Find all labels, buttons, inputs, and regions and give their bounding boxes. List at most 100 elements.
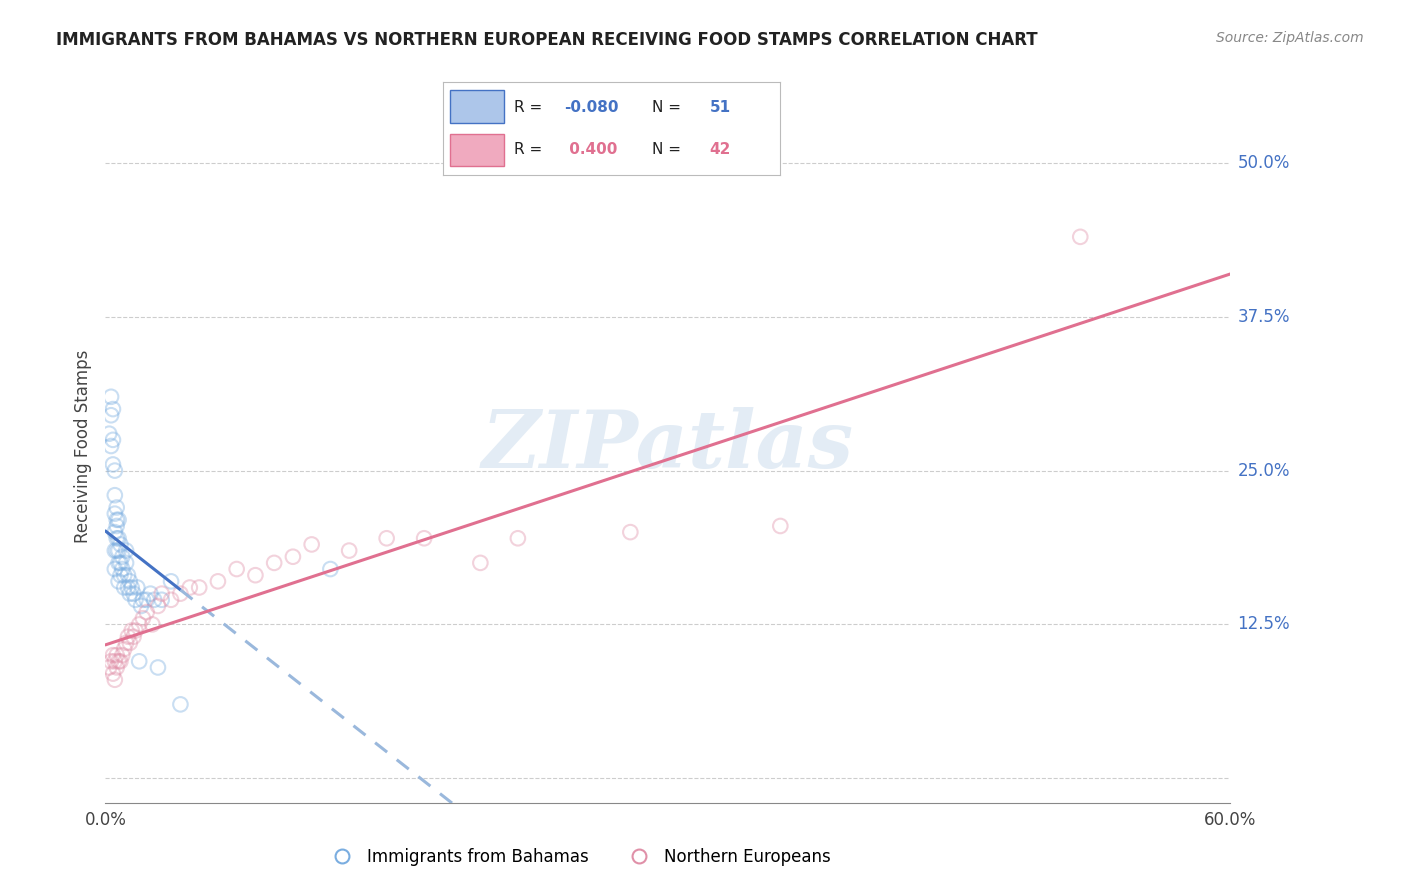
Point [111,648,134,662]
Point [101,666,124,681]
Point [107,654,129,668]
Point [1069,230,1091,244]
Point [337,543,360,558]
Point [769,519,792,533]
Point [319,562,342,576]
Point [169,698,191,712]
Point [104,654,127,668]
Point [127,581,149,595]
Point [122,587,145,601]
Point [105,531,128,545]
Point [506,531,529,545]
Point [112,642,135,657]
Point [115,556,138,570]
Point [121,624,143,638]
Point [281,549,304,564]
Point [128,617,150,632]
Point [118,636,141,650]
Point [101,402,124,417]
Text: 12.5%: 12.5% [1237,615,1289,633]
Point [112,581,135,595]
Point [150,592,173,607]
Point [179,581,201,595]
Point [263,556,285,570]
Point [470,556,492,570]
Point [375,531,398,545]
Point [100,390,122,404]
Point [117,568,139,582]
Point [207,574,229,589]
Point [117,581,139,595]
Text: Source: ZipAtlas.com: Source: ZipAtlas.com [1216,31,1364,45]
Point [110,537,132,551]
Point [160,574,183,589]
Point [100,654,122,668]
Point [619,525,641,540]
Point [98,660,121,674]
Point [135,592,157,607]
Point [104,464,127,478]
Point [104,525,127,540]
Point [121,581,143,595]
Legend: Immigrants from Bahamas, Northern Europeans: Immigrants from Bahamas, Northern Europe… [319,842,837,873]
Point [110,556,132,570]
Y-axis label: Receiving Food Stamps: Receiving Food Stamps [75,350,93,542]
Point [110,654,132,668]
Point [141,617,163,632]
Point [143,592,166,607]
Point [135,605,157,619]
Point [124,624,146,638]
Point [110,568,132,582]
Point [146,660,169,674]
Point [150,587,173,601]
Point [124,592,146,607]
Point [132,592,155,607]
Point [101,433,124,447]
Point [117,630,139,644]
Point [105,660,128,674]
Point [111,562,134,576]
Point [104,543,127,558]
Point [107,513,129,527]
Point [160,592,183,607]
Point [104,562,127,576]
Point [105,648,128,662]
Point [104,673,127,687]
Point [118,574,141,589]
Text: ZIPatlas: ZIPatlas [482,408,853,484]
Point [107,556,129,570]
Point [118,587,141,601]
Point [139,587,162,601]
Point [100,439,122,453]
Point [132,611,155,625]
Point [111,549,134,564]
Point [105,543,128,558]
Point [104,488,127,502]
Point [115,543,138,558]
Point [107,543,129,558]
Point [101,458,124,472]
Point [169,587,191,601]
Point [105,519,128,533]
Point [128,654,150,668]
Text: 25.0%: 25.0% [1237,461,1289,480]
Point [245,568,267,582]
Point [122,630,145,644]
Point [188,581,211,595]
Point [105,513,128,527]
Point [129,599,152,613]
Point [101,648,124,662]
Point [112,568,135,582]
Text: IMMIGRANTS FROM BAHAMAS VS NORTHERN EUROPEAN RECEIVING FOOD STAMPS CORRELATION C: IMMIGRANTS FROM BAHAMAS VS NORTHERN EURO… [56,31,1038,49]
Point [105,500,128,515]
Text: 50.0%: 50.0% [1237,154,1289,172]
Point [100,409,122,423]
Text: 37.5%: 37.5% [1237,308,1289,326]
Point [98,426,121,441]
Point [413,531,436,545]
Point [107,574,129,589]
Point [107,531,129,545]
Point [115,636,138,650]
Point [225,562,247,576]
Point [146,599,169,613]
